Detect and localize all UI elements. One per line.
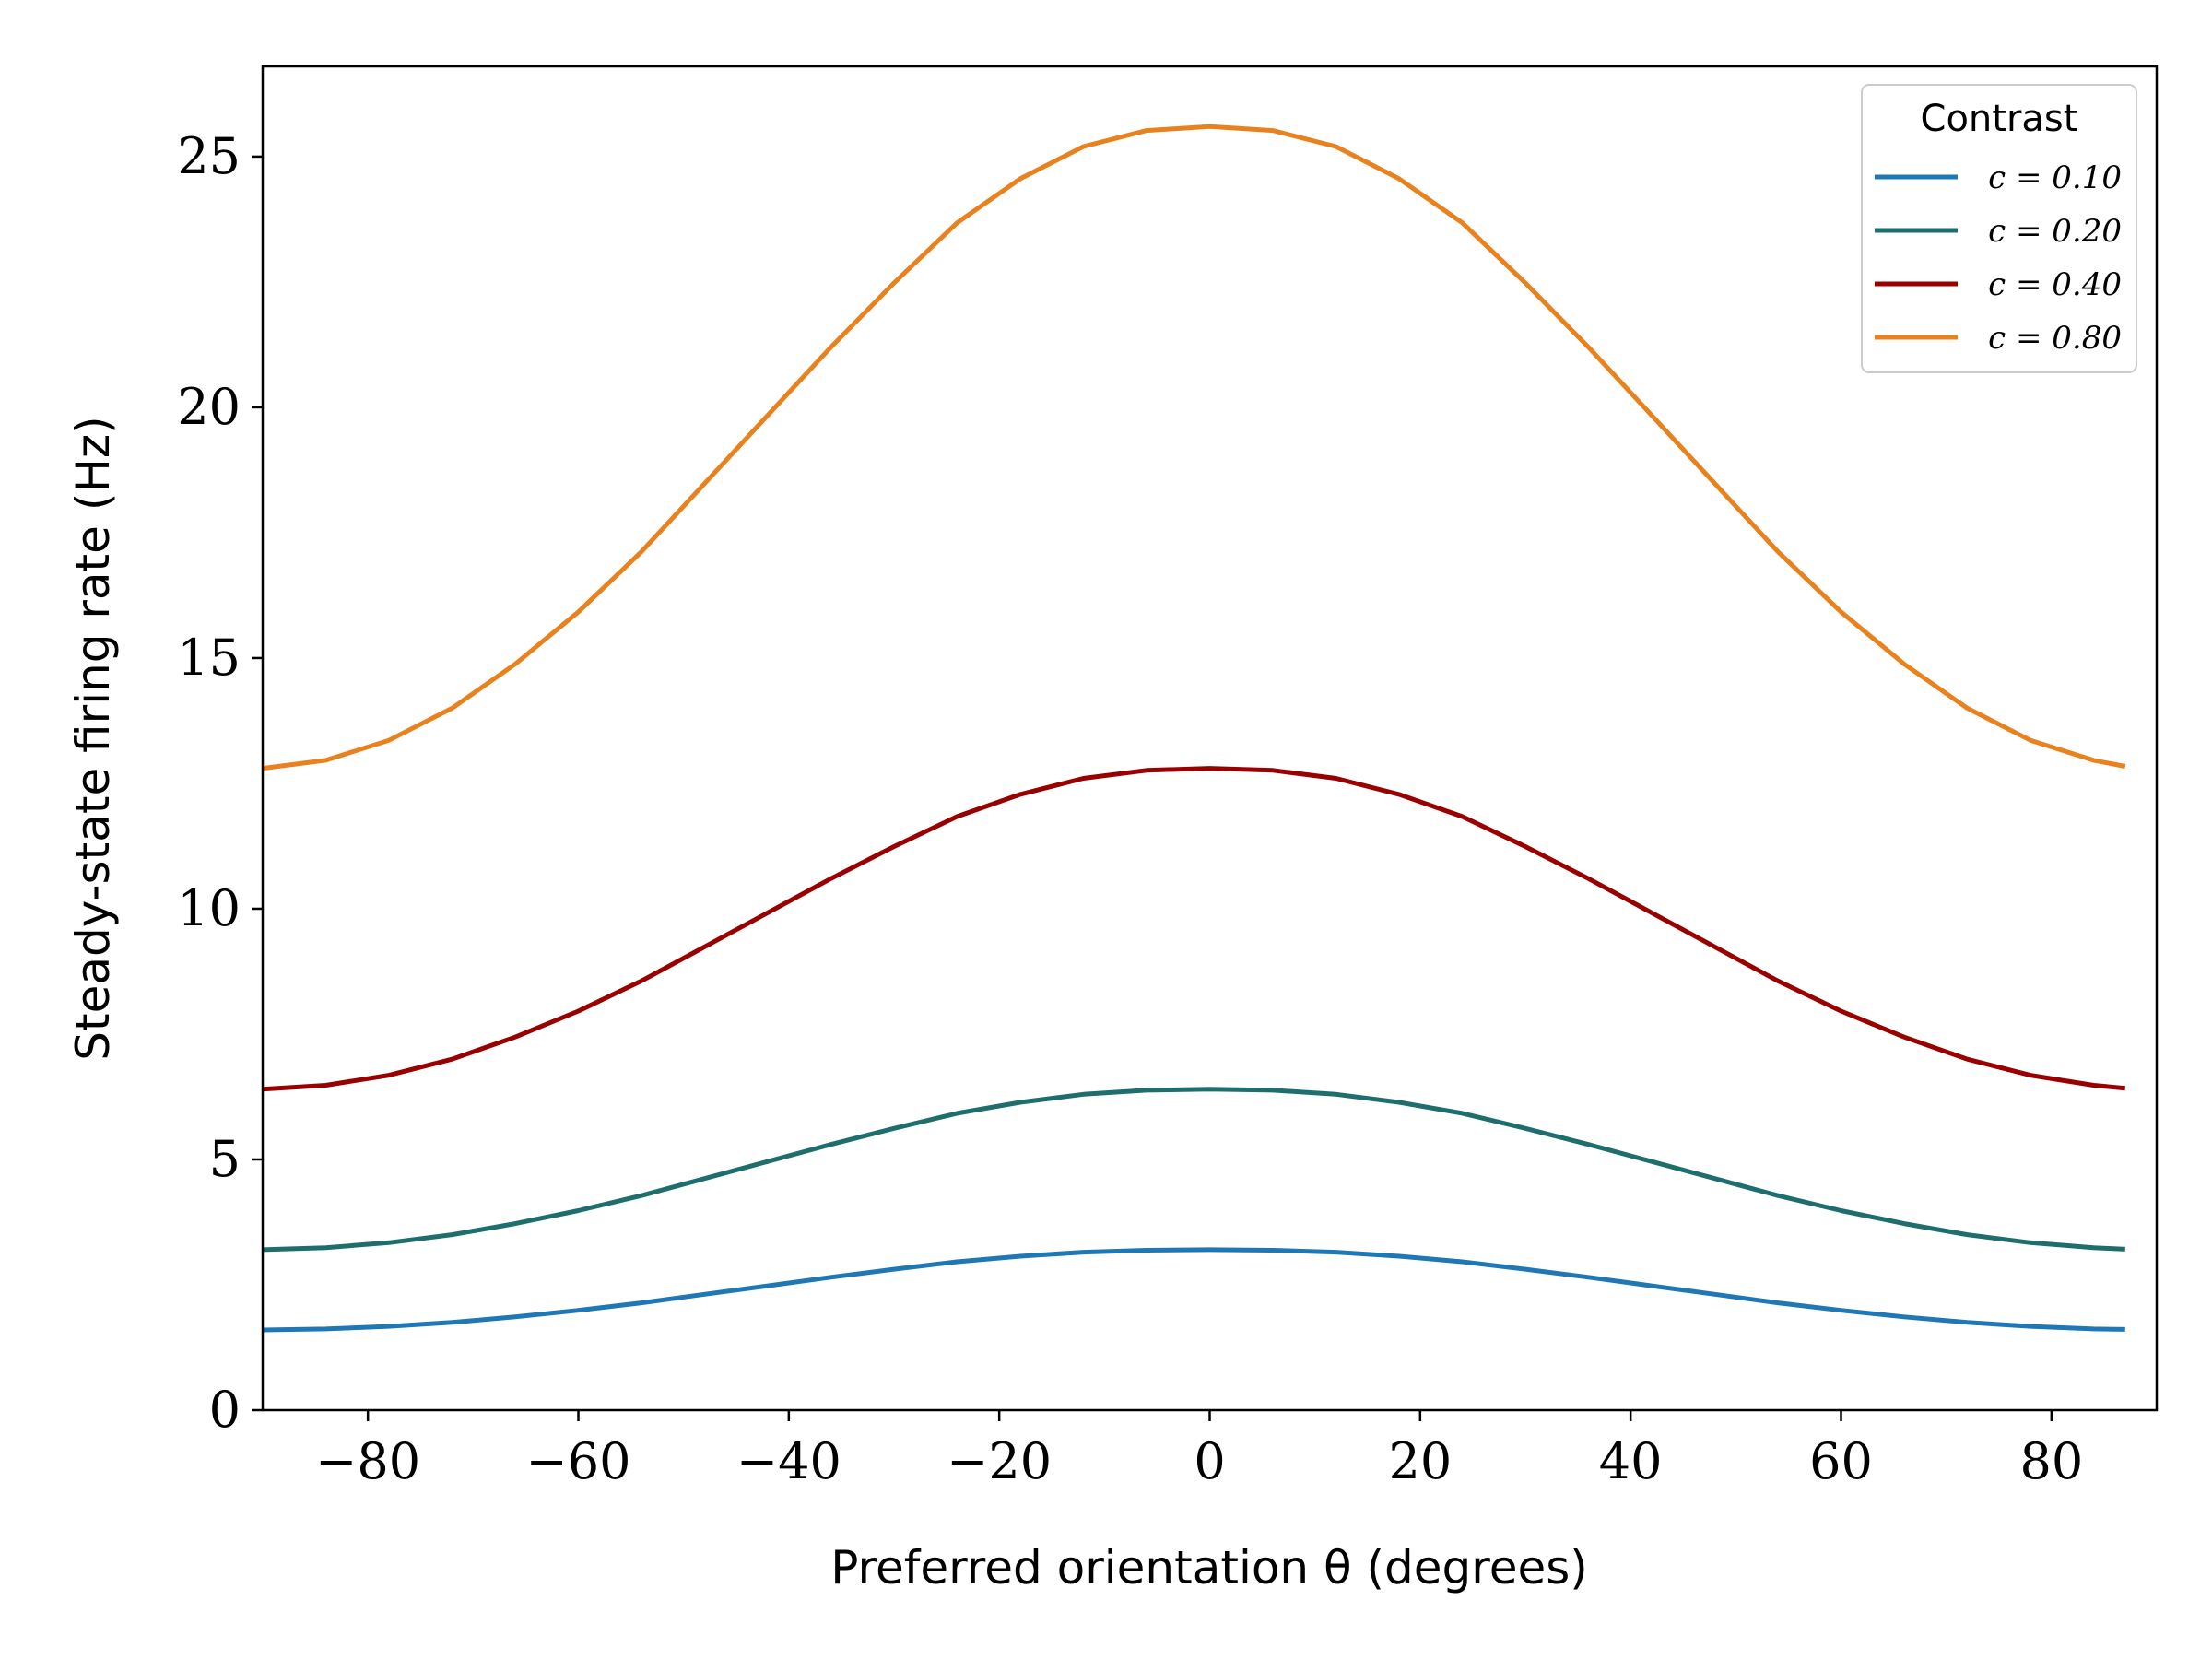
legend: Contrast c = 0.10 c = 0.20 c = 0.40 c = 0.8… bbox=[1861, 84, 2137, 373]
y-tick-label: 0 bbox=[209, 1381, 241, 1439]
x-tick-label: 80 bbox=[2019, 1432, 2083, 1490]
legend-title: Contrast bbox=[1921, 98, 2078, 140]
x-tick-label: −40 bbox=[736, 1432, 841, 1490]
y-tick-label: 10 bbox=[177, 879, 241, 937]
series-line-2 bbox=[262, 766, 2126, 1092]
legend-label-3: c = 0.80 bbox=[1988, 320, 2122, 357]
legend-label-1: c = 0.20 bbox=[1988, 213, 2122, 250]
legend-entries: c = 0.10 c = 0.20 c = 0.40 c = 0.80 bbox=[1875, 159, 2122, 357]
y-tick-label: 25 bbox=[177, 127, 241, 185]
series-layer bbox=[262, 124, 2126, 1333]
legend-label-2: c = 0.40 bbox=[1988, 266, 2122, 303]
series-line-0 bbox=[262, 1247, 2125, 1333]
x-tick-label: −60 bbox=[526, 1432, 631, 1490]
x-tick-label: −20 bbox=[947, 1432, 1052, 1490]
x-axis-label: Preferred orientation θ (degrees) bbox=[830, 1541, 1588, 1594]
y-axis-label: Steady-state firing rate (Hz) bbox=[66, 416, 120, 1060]
y-tick-label: 5 bbox=[209, 1130, 241, 1188]
x-axis: −80 −60 −40 −20 0 20 40 60 80 bbox=[315, 1410, 2083, 1490]
x-tick-label: 40 bbox=[1599, 1432, 1663, 1490]
y-tick-label: 15 bbox=[177, 629, 241, 687]
x-tick-label: 0 bbox=[1194, 1432, 1225, 1490]
legend-label-0: c = 0.10 bbox=[1988, 159, 2122, 196]
series-line-1 bbox=[262, 1087, 2125, 1253]
y-axis: 0 5 10 15 20 25 bbox=[177, 127, 263, 1439]
x-tick-label: 20 bbox=[1388, 1432, 1452, 1490]
y-tick-label: 20 bbox=[177, 378, 241, 436]
series-line-3 bbox=[262, 124, 2126, 771]
legend-box bbox=[1861, 84, 2137, 373]
x-tick-label: 60 bbox=[1809, 1432, 1873, 1490]
x-tick-label: −80 bbox=[315, 1432, 420, 1490]
